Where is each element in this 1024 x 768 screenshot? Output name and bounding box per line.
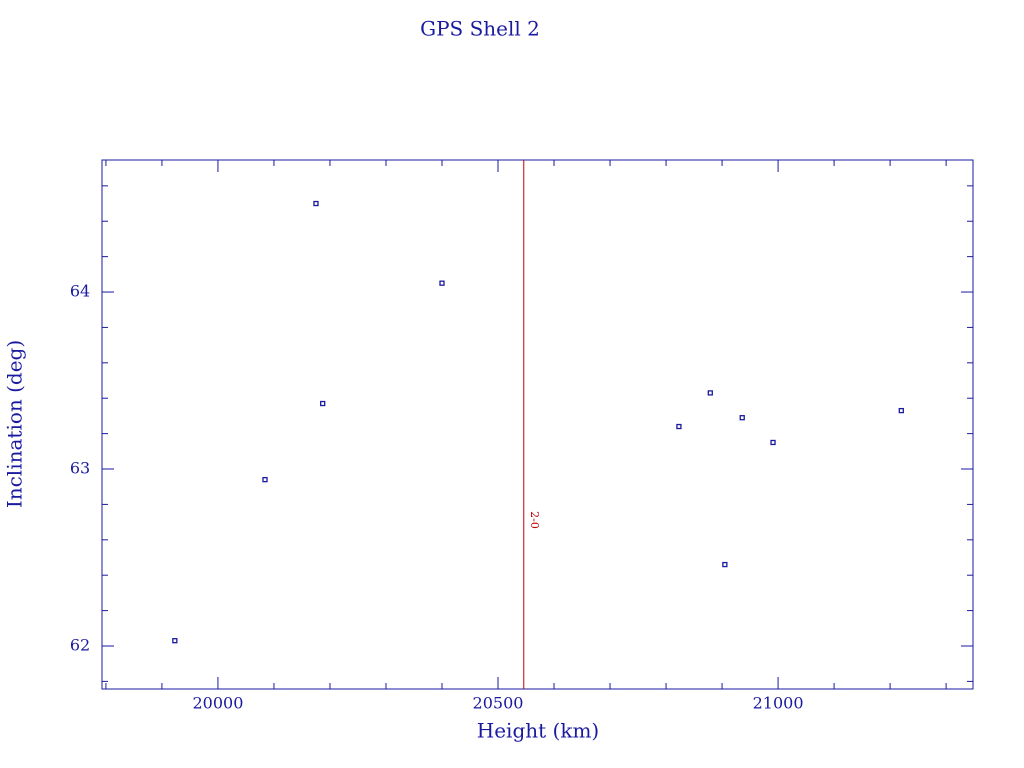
y-tick-label: 63 <box>70 459 90 478</box>
chart-title: GPS Shell 2 <box>420 17 540 41</box>
point <box>739 415 745 421</box>
plot-frame <box>101 159 974 690</box>
x-tick-label: 20000 <box>192 694 243 713</box>
y-tick-label: 62 <box>70 635 90 654</box>
point <box>707 390 713 396</box>
point <box>172 638 178 644</box>
point <box>439 280 445 286</box>
point <box>262 476 268 483</box>
x-tick-label: 21000 <box>753 694 804 713</box>
point <box>722 561 728 568</box>
x-tick-label: 20500 <box>473 694 524 713</box>
y-axis-label: Inclination (deg) <box>3 340 27 508</box>
point <box>898 407 904 414</box>
point <box>770 439 776 446</box>
point <box>676 423 682 430</box>
point <box>313 200 319 207</box>
x-axis-label: Height (km) <box>477 719 599 743</box>
y-tick-label: 64 <box>70 282 90 301</box>
point <box>320 400 326 407</box>
marker-label: 2-0 <box>528 511 541 529</box>
